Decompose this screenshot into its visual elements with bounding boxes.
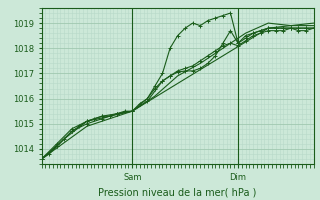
X-axis label: Pression niveau de la mer( hPa ): Pression niveau de la mer( hPa ) <box>99 188 257 198</box>
